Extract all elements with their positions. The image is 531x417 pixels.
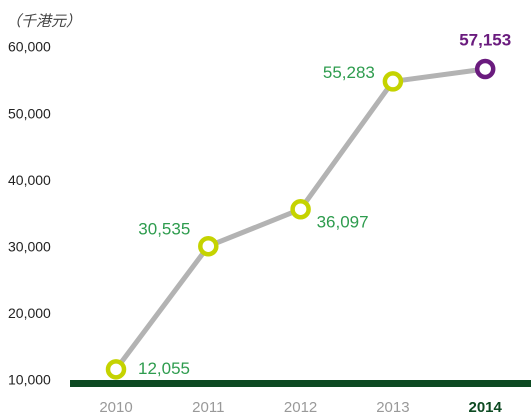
- x-tick-label: 2011: [192, 399, 224, 416]
- y-tick-label: 40,000: [8, 172, 51, 188]
- y-tick-label: 60,000: [8, 39, 51, 55]
- x-tick-label: 2013: [376, 399, 409, 416]
- point: [382, 71, 404, 92]
- x-tick-label: 2014: [469, 399, 503, 416]
- data-label: 12,055: [138, 359, 190, 378]
- data-label: 57,153: [459, 30, 511, 49]
- y-tick-label: 10,000: [8, 372, 51, 388]
- point: [105, 359, 127, 380]
- y-tick-label: 30,000: [8, 239, 51, 255]
- x-axis-bar: [70, 380, 531, 387]
- point: [290, 198, 311, 220]
- x-tick-label: 2012: [284, 399, 317, 416]
- point: [474, 58, 496, 80]
- data-label: 30,535: [138, 220, 190, 239]
- data-label: 36,097: [317, 213, 369, 232]
- y-tick-label: 20,000: [8, 305, 51, 321]
- data-label: 55,283: [323, 63, 375, 82]
- point: [198, 235, 219, 257]
- y-axis-label: （千港元）: [6, 13, 81, 30]
- x-tick-label: 2010: [99, 399, 132, 416]
- y-tick-label: 50,000: [8, 105, 51, 121]
